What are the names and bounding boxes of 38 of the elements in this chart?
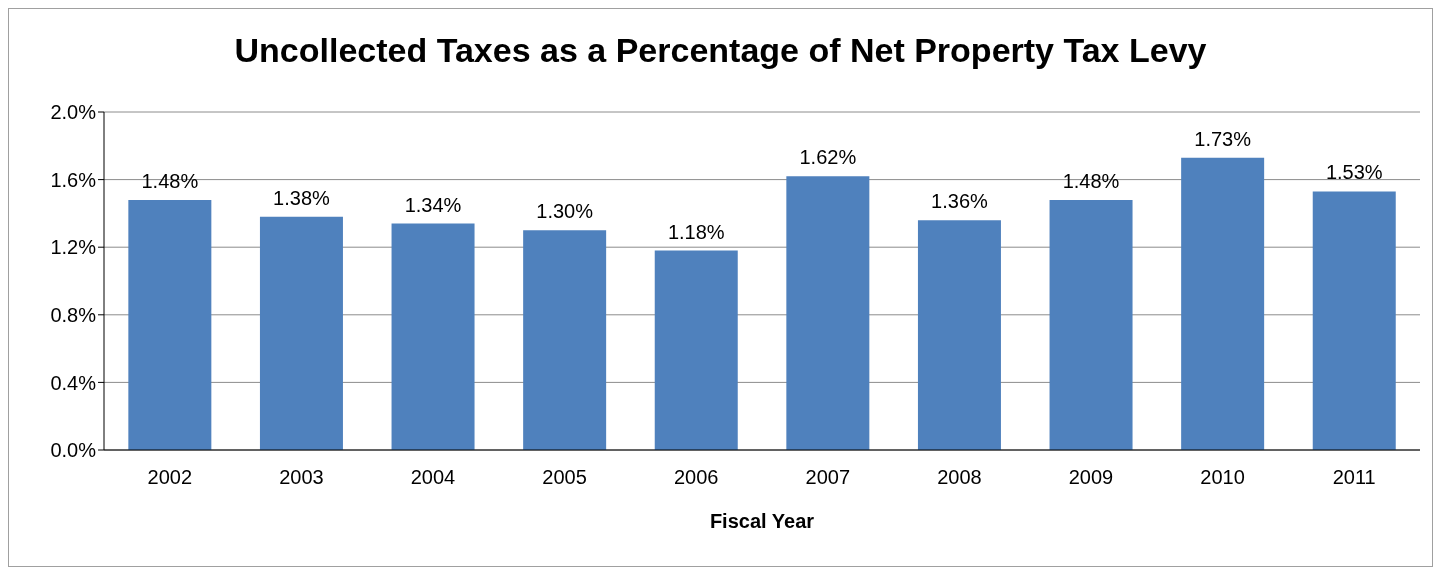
x-tick-label: 2005 [542,466,587,489]
bar [259,216,343,450]
bar [654,250,738,450]
x-tick-label: 2010 [1200,466,1245,489]
x-tick-label: 2007 [805,466,851,489]
data-label: 1.48% [1062,169,1120,192]
bar [1181,157,1265,450]
chart-title: Uncollected Taxes as a Percentage of Net Property Tax Levy [233,31,1208,70]
bar [391,223,475,450]
data-label: 1.36% [931,190,989,213]
y-tick-label: 2.0% [50,101,97,124]
data-label: 1.48% [141,169,199,192]
x-tick-label: 2004 [410,466,456,489]
x-tick-label: 2008 [937,466,982,489]
data-label: 1.34% [404,193,462,216]
data-label: 1.38% [273,186,331,209]
bar [128,199,212,450]
x-tick-label: 2003 [279,466,324,489]
x-tick-label: 2011 [1332,466,1376,489]
data-label: 1.53% [1325,161,1383,184]
bar [917,220,1001,450]
y-tick-label: 1.2% [50,236,97,259]
y-tick-label: 1.6% [50,168,97,191]
x-tick-label: 2009 [1068,466,1114,489]
x-tick-label: 2006 [673,466,719,489]
y-tick-label: 0.0% [50,439,97,462]
data-label: 1.73% [1194,127,1252,150]
bar [1049,199,1133,450]
y-tick-label: 0.4% [50,371,97,394]
data-label: 1.30% [536,200,594,223]
x-tick-label: 2002 [147,466,193,489]
data-label: 1.18% [667,220,725,243]
bar [523,230,607,450]
bar [1312,191,1396,450]
bar [786,176,870,450]
y-tick-label: 0.8% [50,303,97,326]
data-label: 1.62% [799,146,857,169]
x-axis-title: Fiscal Year [709,510,815,533]
